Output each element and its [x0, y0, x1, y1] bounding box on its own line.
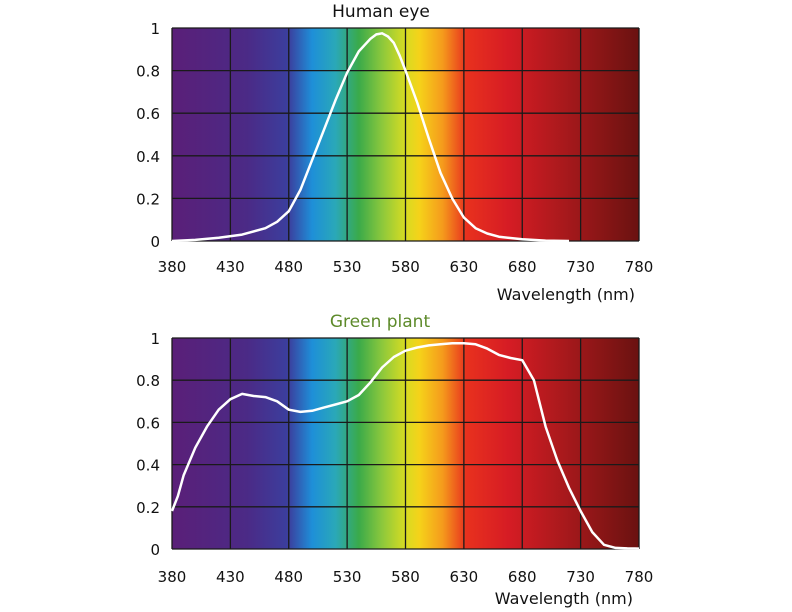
x-tick-label: 480	[274, 258, 303, 276]
x-tick-label: 530	[333, 258, 362, 276]
green-plant-panel: Green plant 0 0.2 0.4 0.6 0.8 1 380 430 480 530 5…	[136, 312, 653, 608]
y-tick-label: 0.4	[136, 457, 160, 475]
x-tick-label: 380	[158, 568, 187, 586]
x-tick-label: 530	[333, 568, 362, 586]
x-tick-label: 730	[566, 258, 595, 276]
y-tick-label: 1	[150, 330, 160, 348]
x-tick-label: 430	[216, 258, 245, 276]
chart-title: Green plant	[330, 312, 431, 332]
y-axis: 0 0.2 0.4 0.6 0.8 1	[136, 330, 160, 559]
y-tick-label: 0	[150, 233, 160, 251]
x-tick-label: 630	[450, 568, 479, 586]
y-tick-label: 1	[150, 20, 160, 38]
x-tick-label: 580	[391, 258, 420, 276]
x-tick-label: 380	[158, 258, 187, 276]
x-axis: 380 430 480 530 580 630 680 730 780	[158, 568, 654, 586]
x-tick-label: 780	[625, 568, 654, 586]
y-tick-label: 0.2	[136, 499, 160, 517]
x-axis-label: Wavelength (nm)	[497, 285, 635, 304]
y-tick-label: 0.8	[136, 372, 160, 390]
y-tick-label: 0.8	[136, 63, 160, 81]
x-tick-label: 480	[274, 568, 303, 586]
y-tick-label: 0.6	[136, 105, 160, 123]
x-tick-label: 730	[566, 568, 595, 586]
human-eye-panel: Human eye 0 0.2 0.4 0.6 0.8 1 380 430 480 530 580…	[136, 2, 653, 304]
x-tick-label: 680	[508, 568, 537, 586]
x-axis: 380 430 480 530 580 630 680 730 780	[158, 258, 654, 276]
y-tick-label: 0.4	[136, 148, 160, 166]
x-tick-label: 580	[391, 568, 420, 586]
chart-title: Human eye	[332, 2, 430, 22]
green-plant-absorption-line	[170, 342, 640, 550]
grid	[171, 337, 640, 550]
y-axis: 0 0.2 0.4 0.6 0.8 1	[136, 20, 160, 251]
x-tick-label: 780	[625, 258, 654, 276]
y-tick-label: 0.6	[136, 414, 160, 432]
x-axis-label: Wavelength (nm)	[495, 589, 633, 608]
x-tick-label: 430	[216, 568, 245, 586]
y-tick-label: 0	[150, 541, 160, 559]
y-tick-label: 0.2	[136, 190, 160, 208]
x-tick-label: 680	[508, 258, 537, 276]
x-tick-label: 630	[450, 258, 479, 276]
human-eye-sensitivity-line	[171, 32, 570, 243]
